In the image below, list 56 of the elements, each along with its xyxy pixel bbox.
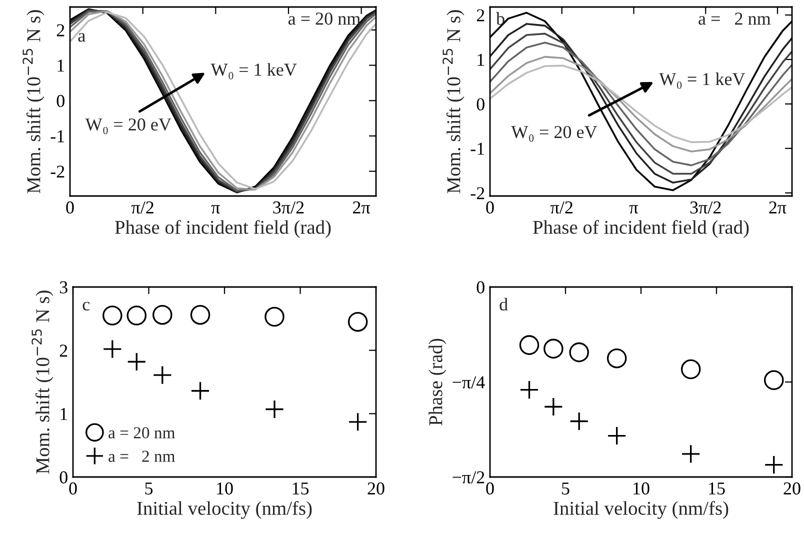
x-axis-title: Initial velocity (nm/fs): [137, 501, 312, 519]
x-tick-label: 0: [69, 482, 77, 495]
x-tick-label: 2π: [769, 201, 786, 214]
y-tick-label: 0: [476, 98, 484, 110]
x-tick-label: 10: [217, 482, 233, 495]
y-tick-label: 2: [60, 344, 68, 357]
y-tick-label: −π/4: [452, 376, 485, 388]
annotation: W₀ = 20 eV: [85, 118, 172, 134]
x-tick-label: π/2: [550, 201, 572, 214]
annotation: b: [496, 12, 504, 25]
legend-label: a = 2 nm: [108, 450, 175, 462]
x-tick-label: 3π/2: [690, 201, 721, 214]
y-tick-label: 2: [56, 24, 64, 36]
y-axis-title: Phase (rad): [428, 338, 446, 426]
y-axis-title: Mom. shift (10$^{−25}$ N s): [32, 290, 54, 474]
y-axis-title: Mom. shift (10$^{−25}$ N s): [442, 10, 464, 194]
y-axis-title: Mom. shift (10$^{−25}$ N s): [22, 10, 44, 194]
x-tick-label: 10: [634, 482, 650, 495]
y-tick-label: 0: [56, 94, 64, 108]
x-tick-label: 5: [145, 482, 153, 495]
y-tick-label: -1: [470, 142, 484, 155]
annotation: W₀ = 1 keV: [210, 63, 297, 80]
x-axis-title: Initial velocity (nm/fs): [554, 501, 728, 519]
y-tick-label: 1: [58, 60, 64, 72]
x-tick-label: 20: [784, 482, 800, 495]
y-tick-label: -2: [470, 187, 484, 200]
x-tick-label: 0: [486, 482, 494, 495]
y-tick-label: -1: [50, 130, 64, 142]
annotation: a: [78, 33, 86, 42]
y-tick-label: 2: [476, 9, 484, 22]
x-tick-label: 3π/2: [273, 201, 304, 214]
annotation: W₀ = 20 eV: [511, 126, 598, 142]
annotation: d: [500, 298, 508, 311]
x-tick-label: 5: [562, 482, 570, 495]
x-axis-title: Phase of incident field (rad): [115, 220, 331, 238]
y-tick-label: 0: [60, 471, 68, 484]
x-tick-label: 0: [486, 201, 494, 214]
legend-label: a = 20 nm: [108, 427, 175, 438]
x-tick-label: π/2: [131, 201, 154, 214]
annotation: a = 2 nm: [698, 12, 771, 25]
annotation: W₀ = 1 keV: [659, 72, 746, 89]
y-tick-label: 1: [478, 54, 484, 66]
y-tick-label: 1: [60, 408, 68, 420]
x-tick-label: π: [211, 205, 220, 214]
x-tick-label: 15: [292, 482, 309, 495]
y-tick-label: 0: [476, 281, 484, 294]
x-tick-label: 15: [709, 482, 725, 495]
x-tick-label: 2π: [353, 201, 370, 214]
x-tick-label: 20: [368, 482, 384, 495]
y-tick-label: 3: [60, 281, 68, 294]
x-tick-label: π: [629, 205, 638, 214]
x-axis-title: Phase of incident field (rad): [533, 220, 749, 238]
annotation: c: [82, 302, 90, 311]
annotation: a = 20 nm: [288, 12, 360, 25]
y-tick-label: -2: [50, 166, 64, 178]
y-tick-label: −π/2: [452, 471, 484, 484]
